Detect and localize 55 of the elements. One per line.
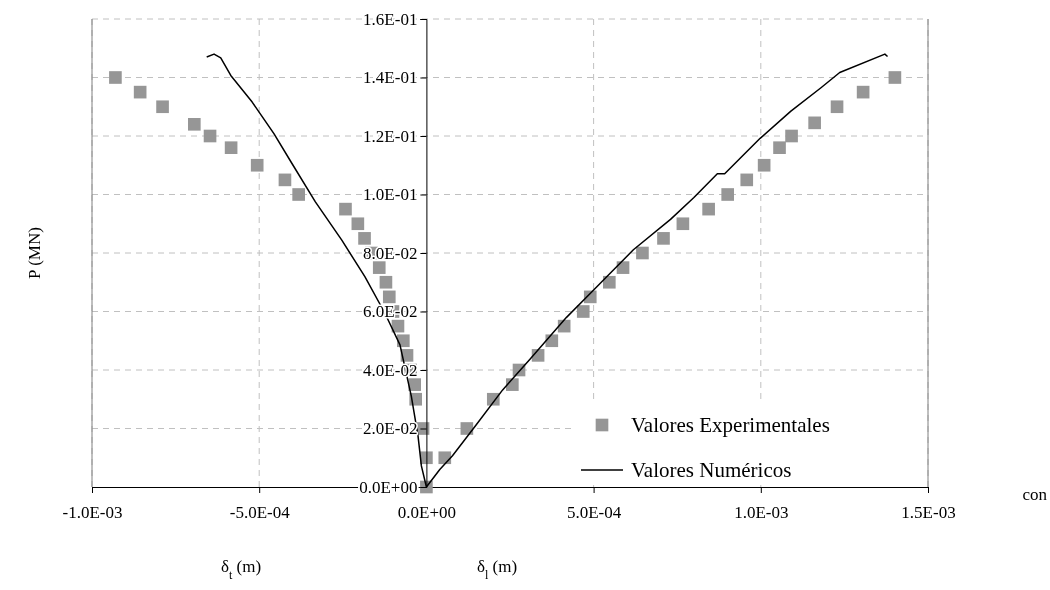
x-tick-label: 5.0E-04 xyxy=(566,503,622,523)
y-tick-label: 1.4E-01 xyxy=(363,68,418,88)
legend-label: Valores Numéricos xyxy=(631,458,792,482)
point xyxy=(460,422,474,435)
point xyxy=(397,334,410,348)
y-axis-title: P (MN) xyxy=(25,227,44,279)
point xyxy=(888,71,902,84)
y-tick-label: 0.0E+00 xyxy=(359,477,418,497)
x-tick-label: -5.0E-04 xyxy=(229,503,291,523)
x-axis-title: δ$_{l}$ (m) xyxy=(476,557,518,582)
y-tick-label: 8.0E-02 xyxy=(363,243,418,263)
point xyxy=(292,188,305,201)
x-tick-label: 0.0E+00 xyxy=(397,503,457,523)
point xyxy=(676,217,690,231)
y-tick-label: 1.6E-01 xyxy=(363,9,418,29)
point xyxy=(250,158,264,172)
point xyxy=(408,378,422,391)
point xyxy=(351,217,365,231)
text: con xyxy=(1022,485,1048,504)
point xyxy=(156,100,169,114)
point xyxy=(379,275,393,289)
point xyxy=(808,116,821,130)
point xyxy=(438,451,452,465)
x-tick-label: -1.0E-03 xyxy=(62,503,123,523)
point xyxy=(109,71,122,84)
point xyxy=(657,232,670,245)
point xyxy=(188,117,201,131)
point xyxy=(339,202,352,216)
point xyxy=(773,141,786,155)
point xyxy=(602,275,616,289)
x-tick-label: 1.0E-03 xyxy=(734,503,789,523)
point xyxy=(224,141,238,155)
legend-label: Valores Experimentales xyxy=(631,413,830,437)
point xyxy=(830,100,844,114)
text: δ$_{t}$ (m) xyxy=(220,557,262,582)
x-tick-label: 1.5E-03 xyxy=(901,503,956,523)
point xyxy=(278,173,292,187)
y-tick-label: 1.0E-01 xyxy=(363,185,418,205)
point xyxy=(372,261,386,274)
point xyxy=(545,334,559,348)
point xyxy=(576,305,590,318)
point xyxy=(757,158,771,172)
point xyxy=(358,232,371,245)
point xyxy=(721,188,735,201)
point xyxy=(203,129,217,143)
point xyxy=(702,202,715,216)
point xyxy=(856,85,870,99)
point xyxy=(616,261,630,274)
y-tick-label: 2.0E-02 xyxy=(363,419,418,439)
point xyxy=(785,129,798,143)
point xyxy=(636,246,649,260)
y-tick-label: 1.2E-01 xyxy=(363,126,418,146)
point xyxy=(133,85,147,99)
point xyxy=(382,290,396,304)
point xyxy=(740,173,754,187)
